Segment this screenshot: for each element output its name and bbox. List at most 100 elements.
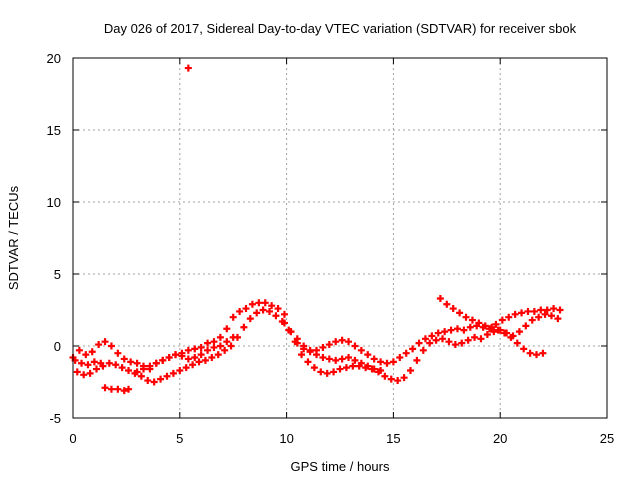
data-point: [357, 359, 365, 367]
data-point: [82, 351, 90, 359]
data-point: [524, 307, 532, 315]
data-point: [481, 322, 489, 330]
data-point: [541, 310, 549, 318]
data-point: [428, 332, 436, 340]
data-point: [84, 361, 92, 369]
data-point: [242, 305, 250, 313]
data-point: [515, 328, 523, 336]
data-point: [125, 385, 133, 393]
x-axis-label: GPS time / hours: [291, 459, 390, 474]
data-point: [112, 361, 120, 369]
data-point: [421, 335, 429, 343]
data-point: [319, 343, 327, 351]
data-point: [490, 328, 498, 336]
data-point: [409, 345, 417, 353]
data-point: [274, 305, 282, 313]
data-point: [107, 342, 115, 350]
data-point: [163, 372, 171, 380]
data-point: [434, 329, 442, 337]
data-point: [146, 362, 154, 370]
data-point: [306, 346, 314, 354]
data-point: [345, 354, 353, 362]
data-point: [325, 341, 333, 349]
data-point: [259, 306, 267, 314]
data-point: [287, 328, 295, 336]
data-point: [90, 358, 98, 366]
data-point: [293, 335, 301, 343]
data-point: [139, 365, 147, 373]
data-point: [389, 358, 397, 366]
y-tick-label: 10: [47, 195, 61, 210]
data-point: [498, 316, 506, 324]
data-point: [317, 368, 325, 376]
plot-frame: [72, 57, 608, 419]
data-point: [500, 329, 508, 337]
data-point: [182, 364, 190, 372]
data-point: [387, 375, 395, 383]
data-point: [246, 315, 254, 323]
data-point: [221, 346, 229, 354]
data-point: [342, 364, 350, 372]
data-point: [236, 307, 244, 315]
data-point: [313, 351, 321, 359]
data-point: [204, 339, 212, 347]
data-point: [381, 372, 389, 380]
data-point: [526, 349, 534, 357]
data-point: [240, 323, 248, 331]
data-point: [323, 369, 331, 377]
data-point: [547, 312, 555, 320]
data-point: [518, 309, 526, 317]
data-point: [159, 356, 167, 364]
data-point: [101, 384, 109, 392]
data-point: [189, 361, 197, 369]
data-point: [426, 339, 434, 347]
data-point: [272, 312, 280, 320]
series-satellite-track-A: [69, 299, 564, 373]
data-point: [120, 387, 128, 395]
data-point: [300, 342, 308, 350]
data-point: [505, 313, 513, 321]
data-point: [458, 339, 466, 347]
data-point: [351, 342, 359, 350]
x-tick-label: 15: [386, 431, 400, 446]
data-point: [370, 355, 378, 363]
data-point: [261, 299, 269, 307]
y-axis-label: SDTVAR / TECUs: [6, 185, 21, 290]
data-point: [78, 359, 86, 367]
series-satellite-track-C: [71, 294, 547, 376]
data-point: [336, 365, 344, 373]
data-point: [462, 313, 470, 321]
x-tick-label: 5: [176, 431, 183, 446]
data-point: [447, 326, 455, 334]
chart-title: Day 026 of 2017, Sidereal Day-to-day VTE…: [104, 21, 577, 36]
series-satellite-track-D: [101, 384, 133, 395]
data-point: [266, 307, 274, 315]
data-point: [443, 300, 451, 308]
data-point: [383, 359, 391, 367]
x-tick-label: 10: [279, 431, 293, 446]
data-point: [255, 299, 263, 307]
data-point: [280, 310, 288, 318]
data-point: [436, 294, 444, 302]
data-point: [229, 333, 237, 341]
x-tick-label: 25: [600, 431, 614, 446]
data-point: [184, 64, 192, 72]
data-point: [144, 377, 152, 385]
data-point: [394, 377, 402, 385]
data-point: [477, 335, 485, 343]
data-point: [216, 333, 224, 341]
data-point: [95, 341, 103, 349]
data-point: [75, 346, 83, 354]
data-point: [511, 310, 519, 318]
data-point: [157, 375, 165, 383]
data-point: [464, 336, 472, 344]
data-point: [507, 333, 515, 341]
data-point: [107, 385, 115, 393]
data-point: [178, 352, 186, 360]
data-point: [460, 326, 468, 334]
data-point: [114, 349, 122, 357]
data-point: [227, 342, 235, 350]
data-point: [543, 306, 551, 314]
data-point: [332, 338, 340, 346]
